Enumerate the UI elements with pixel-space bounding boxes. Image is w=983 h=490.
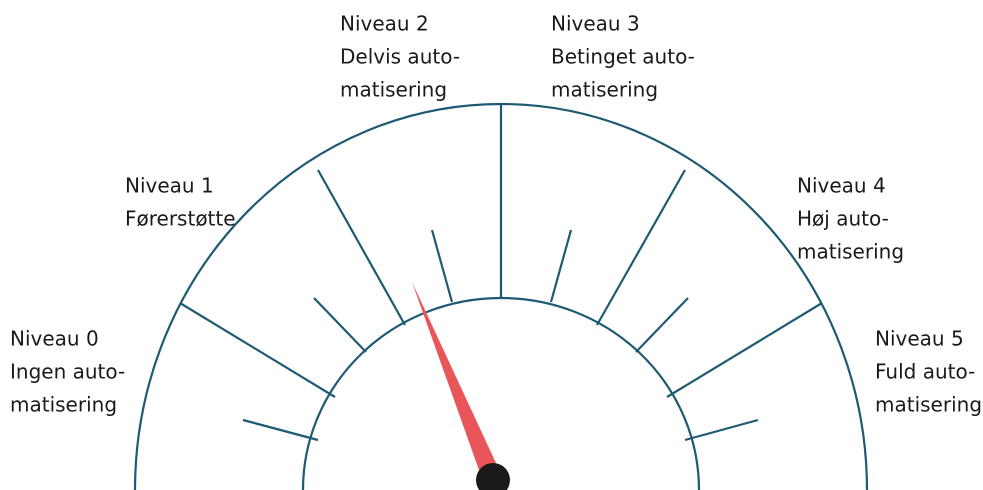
minor-tick (430, 229, 454, 303)
minor-tick (242, 418, 319, 442)
minor-tick (313, 297, 367, 353)
gauge-frame (133, 102, 869, 490)
level-label: Niveau 2 (340, 12, 429, 36)
level-label: Ingen auto- (10, 360, 125, 384)
level-label: matisering (875, 393, 982, 417)
level-label: Niveau 1 (125, 174, 214, 198)
divider (666, 302, 823, 398)
divider (179, 302, 336, 398)
level-label: matisering (551, 78, 658, 102)
needle-pivot (476, 463, 510, 490)
level-label: matisering (797, 240, 904, 264)
level-label: Delvis auto- (340, 45, 460, 69)
level-label: Niveau 3 (551, 12, 640, 36)
level-label: matisering (340, 78, 447, 102)
minor-tick (684, 418, 759, 442)
needle (412, 282, 502, 484)
divider (317, 169, 406, 326)
minor-tick (549, 229, 573, 303)
minor-tick (635, 297, 689, 353)
level-label: Fuld auto- (875, 360, 975, 384)
level-label: Høj auto- (797, 207, 889, 231)
level-label: Niveau 0 (10, 327, 99, 351)
inner-arc (301, 296, 701, 490)
divider (596, 169, 686, 326)
level-label: Betinget auto- (551, 45, 695, 69)
level-label: Niveau 4 (797, 174, 886, 198)
level-label: Niveau 5 (875, 327, 964, 351)
level-label: Førerstøtte (125, 207, 236, 231)
level-label: matisering (10, 393, 117, 417)
level-labels: Niveau 0 Ingen auto-matisering Niveau 1 Før… (10, 12, 982, 417)
